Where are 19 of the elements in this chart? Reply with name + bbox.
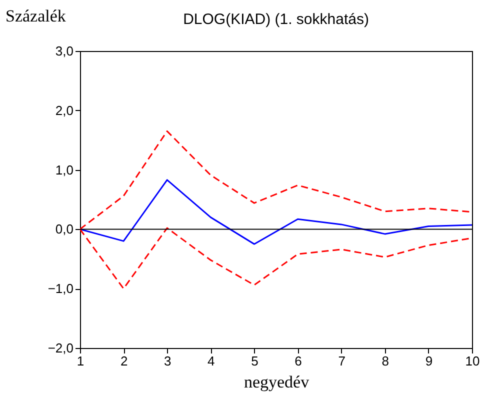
x-tick-label: 1	[76, 354, 84, 368]
y-tick-label: 1,0	[55, 162, 74, 178]
y-tick-label: −2,0	[48, 340, 74, 356]
x-axis-title: negyedév	[244, 372, 310, 392]
x-tick-label: 8	[382, 354, 390, 368]
y-tick-label: 0,0	[55, 222, 74, 237]
x-tick-label: 7	[338, 354, 346, 368]
y-tick-label: 2,0	[55, 102, 74, 118]
y-tick-label: −1,0	[48, 281, 74, 296]
x-tick-label: 10	[465, 354, 480, 368]
x-tick-label: 5	[251, 354, 258, 368]
x-tick-label: 9	[425, 354, 433, 368]
x-tick-label: 4	[208, 354, 215, 368]
x-tick-label: 2	[120, 354, 128, 368]
y-axis-title: Százalék	[6, 6, 66, 26]
x-tick-label: 3	[164, 354, 172, 368]
x-tick-label: 6	[294, 354, 302, 368]
y-tick-label: 3,0	[55, 44, 74, 58]
chart-title: DLOG(KIAD) (1. sokkhatás)	[183, 11, 369, 28]
